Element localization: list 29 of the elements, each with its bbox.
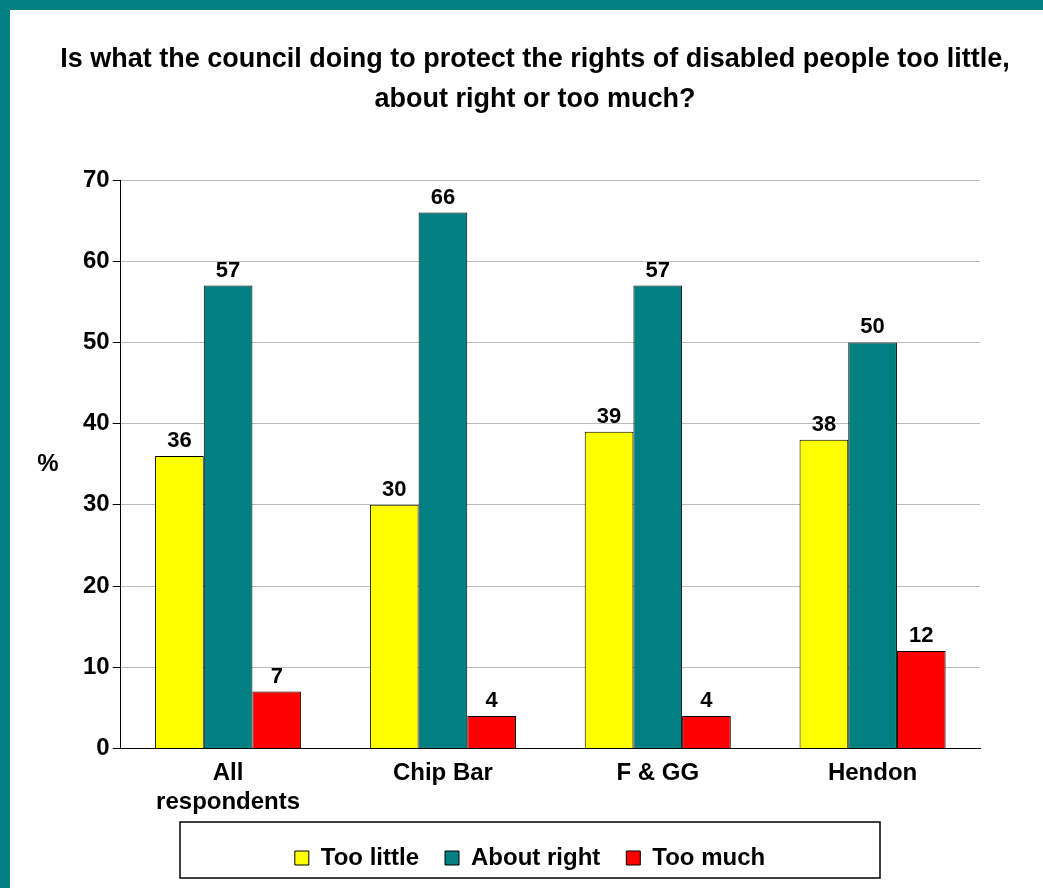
data-label: 39: [596, 402, 622, 428]
y-tick-label: 30: [82, 489, 110, 517]
data-label: 57: [645, 256, 670, 282]
data-label: 50: [860, 313, 885, 339]
y-tick-label: 10: [82, 651, 110, 679]
legend-label: Too little: [320, 842, 420, 870]
y-tick-label: 0: [96, 733, 110, 761]
legend-label: Too much: [652, 842, 766, 870]
y-axis-title: %: [37, 448, 59, 476]
x-tick-label: Hendon: [827, 758, 918, 786]
x-tick-label: Chip Bar: [392, 758, 493, 786]
data-label: 4: [700, 686, 714, 712]
data-label: 38: [811, 410, 837, 436]
legend-label: About right: [471, 842, 601, 870]
data-label: 4: [485, 686, 499, 712]
x-tick-label: F & GG: [616, 758, 700, 786]
chart-title: Is what the council doing to protect the rights of disabled people too little, about right or too much?: [60, 42, 1010, 115]
data-label: 66: [430, 183, 456, 209]
data-label: 57: [215, 256, 241, 282]
x-tick-label: All respondents: [156, 758, 301, 815]
data-label: 30: [382, 475, 407, 501]
data-label: 7: [270, 662, 283, 688]
y-tick-label: 20: [82, 570, 110, 598]
y-tick-label: 40: [82, 408, 110, 436]
y-tick-label: 60: [82, 245, 110, 273]
data-label: 12: [909, 622, 934, 648]
data-label: 36: [167, 427, 192, 453]
y-tick-label: 70: [82, 164, 110, 192]
y-tick-label: 50: [82, 327, 110, 355]
